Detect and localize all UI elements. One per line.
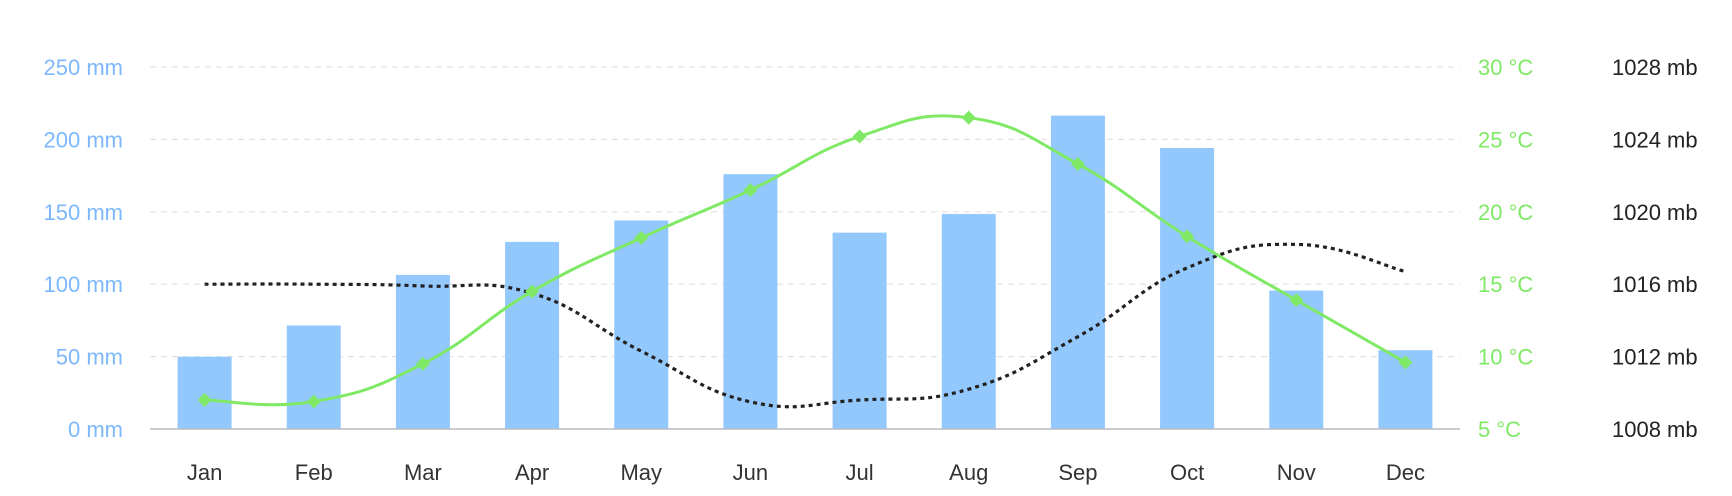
x-axis-tick-label: Jun: [733, 460, 768, 485]
temperature-point: [961, 110, 976, 125]
x-axis-tick-label: Mar: [404, 460, 442, 485]
rainfall-bar: [941, 213, 996, 429]
rainfall-bar: [832, 232, 887, 429]
x-axis-tick-label: Jul: [846, 460, 874, 485]
grid-lines: [150, 66, 1460, 358]
left-axis-tick-label: 50 mm: [56, 345, 123, 370]
bar-series: [177, 115, 1433, 429]
temperature-point: [1070, 157, 1085, 172]
temperature-point: [197, 393, 212, 408]
temperature-point: [852, 129, 867, 144]
x-axis-tick-label: Oct: [1170, 460, 1204, 485]
temperature-point: [1180, 229, 1195, 244]
temperature-axis-tick-label: 5 °C: [1478, 417, 1521, 442]
temperature-point: [1289, 293, 1304, 308]
left-axis-tick-label: 250 mm: [44, 55, 123, 80]
pressure-axis-tick-label: 1028 mb: [1612, 55, 1698, 80]
x-axis-tick-label: Feb: [295, 460, 333, 485]
line-series: [197, 110, 1413, 409]
x-axis-tick-label: Apr: [515, 460, 549, 485]
pressure-axis-tick-label: 1016 mb: [1612, 272, 1698, 297]
pressure-axis-tick-label: 1012 mb: [1612, 345, 1698, 370]
temperature-point: [634, 230, 649, 245]
x-axis-tick-label: Sep: [1058, 460, 1097, 485]
rainfall-bar: [505, 241, 560, 429]
temperature-point: [525, 284, 540, 299]
temperature-axis-tick-label: 15 °C: [1478, 272, 1533, 297]
pressure-axis-tick-label: 1008 mb: [1612, 417, 1698, 442]
x-axis-tick-label: May: [620, 460, 662, 485]
temperature-axis-tick-label: 20 °C: [1478, 200, 1533, 225]
rainfall-bar: [395, 274, 450, 429]
temperature-line: [204, 114, 1407, 407]
left-axis-ticks: 0 mm 50 mm 100 mm 150 mm 200 mm 250 mm: [44, 55, 123, 442]
temperature-point: [306, 394, 321, 409]
temperature-axis-tick-label: 30 °C: [1478, 55, 1533, 80]
temperature-axis-tick-label: 25 °C: [1478, 127, 1533, 152]
right-axis-temperature-ticks: 5 °C 10 °C 15 °C 20 °C 25 °C 30 °C: [1478, 55, 1533, 442]
left-axis-tick-label: 200 mm: [44, 127, 123, 152]
sea-level-pressure-line: [204, 242, 1406, 409]
rainfall-bar: [723, 174, 778, 429]
x-axis-tick-label: Aug: [949, 460, 988, 485]
rainfall-bar: [614, 220, 669, 429]
left-axis-tick-label: 150 mm: [44, 200, 123, 225]
x-axis-ticks: Jan Feb Mar Apr May Jun Jul Aug Sep Oct Nov Dec: [187, 460, 1425, 485]
x-axis-tick-label: Dec: [1386, 460, 1425, 485]
temperature-point: [415, 356, 430, 371]
right-axis-pressure-ticks: 1008 mb 1012 mb 1016 mb 1020 mb 1024 mb 1028 …: [1612, 55, 1698, 442]
rainfall-bar: [1269, 290, 1324, 429]
pressure-axis-tick-label: 1020 mb: [1612, 200, 1698, 225]
x-axis-tick-label: Nov: [1277, 460, 1316, 485]
temperature-point: [1398, 355, 1413, 370]
temperature-point: [743, 183, 758, 198]
rainfall-bar: [286, 325, 341, 429]
pressure-axis-tick-label: 1024 mb: [1612, 127, 1698, 152]
temperature-axis-tick-label: 10 °C: [1478, 345, 1533, 370]
x-axis-tick-label: Jan: [187, 460, 222, 485]
left-axis-tick-label: 0 mm: [68, 417, 123, 442]
rainfall-bar: [1160, 147, 1215, 429]
left-axis-tick-label: 100 mm: [44, 272, 123, 297]
rainfall-bar: [177, 356, 232, 429]
